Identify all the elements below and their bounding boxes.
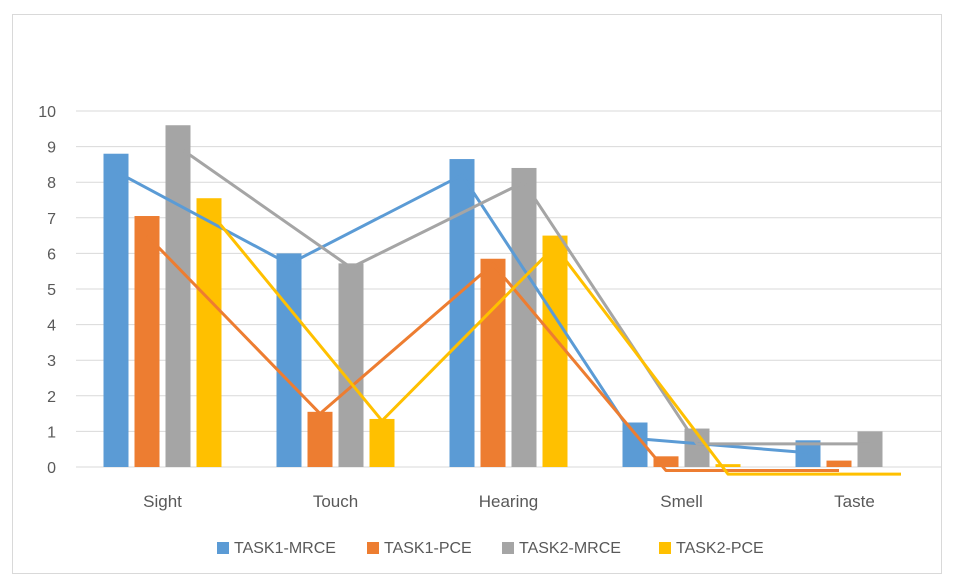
y-tick-label: 1 <box>47 424 56 441</box>
bar-task1-pce-taste <box>826 460 852 467</box>
y-tick-label: 10 <box>38 104 56 121</box>
bar-task2-pce-smell <box>715 464 741 467</box>
x-category-label: Taste <box>834 492 875 511</box>
legend-label: TASK1-MRCE <box>234 540 336 557</box>
bar-task1-pce-smell <box>653 456 679 467</box>
bar-task2-pce-sight <box>196 198 222 467</box>
legend: TASK1-MRCE TASK1-PCE TASK2-MRCE TASK2-PCE <box>217 540 764 557</box>
trend-line-task2-mrce <box>177 145 870 446</box>
bar-task1-mrce-touch <box>276 253 302 467</box>
bar-task1-pce-touch <box>307 411 333 467</box>
x-category-label: Hearing <box>479 492 539 511</box>
bar-task1-pce-hearing <box>480 258 506 467</box>
trend-line-task2-pce <box>207 209 901 476</box>
bar-task1-mrce-hearing <box>449 159 475 467</box>
y-tick-label: 8 <box>47 175 56 192</box>
legend-label: TASK2-MRCE <box>519 540 621 557</box>
bar-task2-pce-touch <box>369 418 395 467</box>
bar-task2-mrce-touch <box>338 263 364 467</box>
legend-swatch <box>217 542 229 554</box>
y-tick-label: 5 <box>47 282 56 299</box>
bar-chart: 0 1 2 3 4 5 6 7 8 9 10 Sight Touch Hearing Smell Taste… <box>38 104 941 557</box>
chart-frame: 0 1 2 3 4 5 6 7 8 9 10 Sight Touch Hearing Smell Taste… <box>12 14 942 574</box>
x-category-label: Sight <box>143 492 182 511</box>
x-axis-categories: Sight Touch Hearing Smell Taste <box>143 492 875 511</box>
trend-line-task1-mrce <box>115 170 809 455</box>
bar-task2-mrce-hearing <box>511 167 537 467</box>
trend-lines <box>115 145 901 476</box>
y-tick-label: 3 <box>47 353 56 370</box>
bar-task2-mrce-taste <box>857 431 883 467</box>
legend-label: TASK1-PCE <box>384 540 472 557</box>
bar-task1-mrce-sight <box>103 153 129 467</box>
x-category-label: Touch <box>313 492 358 511</box>
y-tick-label: 0 <box>47 460 56 477</box>
bar-task2-mrce-sight <box>165 125 191 468</box>
y-tick-label: 6 <box>47 246 56 263</box>
legend-label: TASK2-PCE <box>676 540 764 557</box>
x-category-label: Smell <box>660 492 703 511</box>
y-tick-label: 9 <box>47 140 56 157</box>
y-axis-ticks: 0 1 2 3 4 5 6 7 8 9 10 <box>38 104 56 477</box>
legend-swatch <box>502 542 514 554</box>
bar-task1-pce-sight <box>134 216 160 467</box>
bar-task2-pce-hearing <box>542 235 568 467</box>
y-tick-label: 4 <box>47 318 56 335</box>
y-tick-label: 7 <box>47 211 56 228</box>
legend-swatch <box>659 542 671 554</box>
legend-swatch <box>367 542 379 554</box>
bars <box>103 125 883 468</box>
y-tick-label: 2 <box>47 389 56 406</box>
